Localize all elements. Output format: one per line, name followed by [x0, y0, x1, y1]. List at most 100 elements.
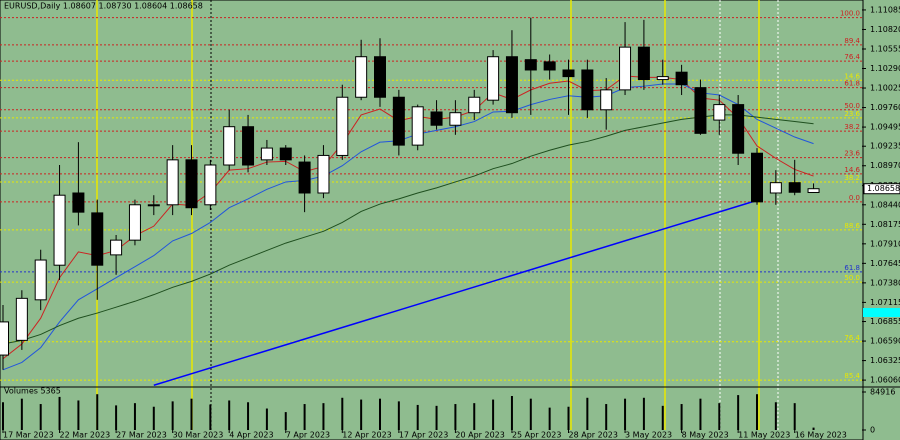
- candle-body: [185, 159, 198, 209]
- candle-body: [637, 46, 650, 81]
- y-tick-label: 1.09235: [870, 142, 900, 151]
- fib-label: 88.6: [844, 222, 860, 230]
- volume-tick-label: 84916: [870, 388, 895, 397]
- candle-body: [713, 104, 726, 121]
- fib-label: 50.0: [844, 102, 860, 110]
- candle-body: [336, 96, 349, 156]
- candle-body: [807, 188, 820, 193]
- x-tick-label: 17 Apr 2023: [399, 431, 448, 440]
- candle-body: [619, 46, 632, 91]
- y-tick-label: 1.07115: [870, 298, 900, 307]
- frame: [0, 0, 864, 440]
- y-tick-label: 1.08970: [870, 161, 900, 170]
- candle-body: [53, 194, 66, 266]
- y-tick-label: 1.10025: [870, 84, 900, 93]
- x-tick-label: 12 Apr 2023: [342, 431, 391, 440]
- y-tick-label: 1.06855: [870, 317, 900, 326]
- y-tick-label: 1.10555: [870, 44, 900, 53]
- y-tick-label: 1.06590: [870, 337, 900, 346]
- current-price-label: 1.08658: [867, 184, 900, 193]
- x-tick-label: 22 Mar 2023: [60, 431, 111, 440]
- x-tick-label: 20 Apr 2023: [455, 431, 504, 440]
- candle-body: [487, 56, 500, 101]
- y-tick-label: 1.08175: [870, 220, 900, 229]
- fib-label: 14.6: [844, 72, 860, 80]
- fib-label: 23.6: [844, 150, 860, 158]
- x-tick-label: 16 May 2023: [795, 431, 847, 440]
- x-tick-label: 11 May 2023: [738, 431, 790, 440]
- candle-body: [524, 59, 537, 71]
- candle-body: [204, 164, 217, 206]
- x-tick-label: 3 May 2023: [625, 431, 672, 440]
- x-tick-label: 25 Apr 2023: [512, 431, 561, 440]
- candle-body: [260, 147, 273, 161]
- candle-body: [430, 111, 443, 126]
- candle-body: [751, 152, 763, 203]
- candle-body: [317, 154, 330, 194]
- candle-body: [694, 87, 707, 134]
- y-tick-label: 1.07645: [870, 259, 900, 268]
- x-tick-label: 30 Mar 2023: [173, 431, 224, 440]
- candle-body: [91, 212, 104, 266]
- candle-body: [581, 69, 594, 111]
- candle-body: [732, 104, 745, 154]
- chart-title: EURUSD,Daily 1.08607 1.08730 1.08604 1.0…: [4, 2, 203, 11]
- y-tick-label: 1.10290: [870, 64, 900, 73]
- fib-label: 0.0: [849, 194, 860, 202]
- trendline: [153, 199, 758, 386]
- candle-body: [279, 147, 292, 161]
- candle-body: [562, 69, 575, 78]
- y-tick-label: 1.10820: [870, 25, 900, 34]
- fib-label: 89.4: [844, 37, 860, 45]
- candle-body: [769, 182, 782, 194]
- y-tick-label: 1.07380: [870, 278, 900, 287]
- x-tick-label: 4 Apr 2023: [229, 431, 273, 440]
- fib-label: 14.6: [844, 166, 860, 174]
- candle-body: [392, 96, 405, 146]
- y-tick-label: 1.06325: [870, 356, 900, 365]
- candle-body: [449, 112, 462, 126]
- candle-body: [0, 321, 9, 356]
- candle-body: [110, 239, 123, 256]
- y-tick-label: 1.11085: [870, 5, 900, 14]
- candle-body: [166, 159, 179, 206]
- candle-body: [128, 204, 141, 241]
- fib-label: 76.4: [844, 334, 860, 342]
- volume-tick-label: 0: [870, 426, 875, 435]
- candle-body: [72, 192, 85, 213]
- y-tick-label: 1.08440: [870, 200, 900, 209]
- x-tick-label: 17 Mar 2023: [3, 431, 54, 440]
- x-tick-label: 7 Apr 2023: [286, 431, 330, 440]
- current-price-box: [863, 183, 900, 195]
- fib-label: 23.6: [844, 110, 860, 118]
- y-tick-label: 1.09495: [870, 123, 900, 132]
- candle-body: [788, 182, 801, 193]
- candle-body: [15, 297, 28, 341]
- volume-label: Volumes 5365: [4, 387, 61, 396]
- y-tick-label: 1.07910: [870, 239, 900, 248]
- candle-body: [411, 106, 424, 146]
- fib-label: 38.2: [844, 174, 860, 182]
- candle-body: [543, 61, 556, 71]
- candle-body: [298, 161, 311, 194]
- candle-body: [374, 56, 386, 98]
- candle-body: [656, 76, 669, 81]
- x-tick-label: 28 Apr 2023: [569, 431, 618, 440]
- x-tick-label: 27 Mar 2023: [116, 431, 167, 440]
- fib-label: 85.4: [844, 372, 860, 380]
- candle-body: [34, 259, 47, 301]
- candle-body: [505, 56, 518, 114]
- candle-body: [600, 89, 613, 111]
- candle-body: [242, 126, 255, 166]
- fib-label: 61.8: [844, 264, 860, 272]
- fib-label: 100.0: [840, 10, 860, 18]
- candle-body: [355, 56, 368, 98]
- candle-body: [147, 204, 160, 207]
- fib-label: 61.8: [844, 80, 860, 88]
- fib-label: 38.2: [844, 123, 860, 131]
- candle-body: [468, 96, 481, 114]
- fib-label: 50.0: [844, 274, 860, 282]
- x-tick-label: 8 May 2023: [682, 431, 729, 440]
